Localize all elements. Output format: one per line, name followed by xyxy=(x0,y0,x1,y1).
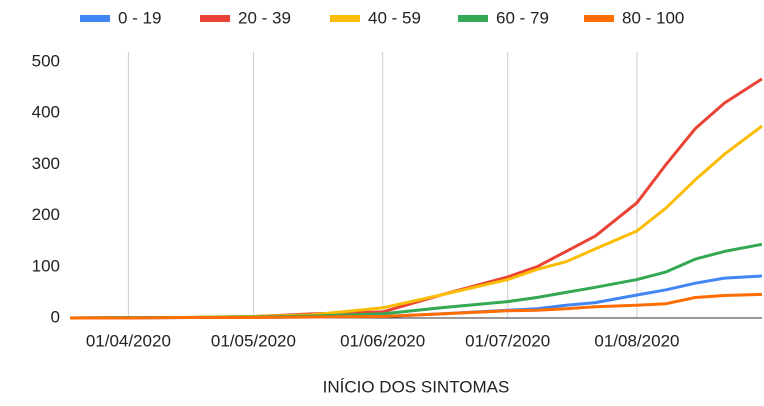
x-tick-label: 01/07/2020 xyxy=(465,331,550,350)
legend-label: 40 - 59 xyxy=(368,8,421,27)
y-tick-label: 100 xyxy=(32,256,60,275)
legend-label: 0 - 19 xyxy=(118,8,161,27)
y-tick-label: 400 xyxy=(32,103,60,122)
legend-swatch xyxy=(458,15,488,22)
legend-label: 80 - 100 xyxy=(622,8,684,27)
legend-label: 60 - 79 xyxy=(496,8,549,27)
y-tick-label: 300 xyxy=(32,154,60,173)
y-tick-label: 200 xyxy=(32,205,60,224)
x-tick-label: 01/04/2020 xyxy=(86,331,171,350)
y-tick-label: 500 xyxy=(32,51,60,70)
legend-swatch xyxy=(200,15,230,22)
legend-swatch xyxy=(584,15,614,22)
series-line xyxy=(69,242,763,320)
legend-label: 20 - 39 xyxy=(238,8,291,27)
x-tick-label: 01/08/2020 xyxy=(594,331,679,350)
legend-swatch xyxy=(330,15,360,22)
y-tick-label: 0 xyxy=(51,307,60,326)
series-line xyxy=(70,292,763,320)
x-tick-label: 01/05/2020 xyxy=(211,331,296,350)
x-axis-label: INÍCIO DOS SINTOMAS xyxy=(323,377,510,396)
series-line xyxy=(69,124,763,320)
x-tick-label: 01/06/2020 xyxy=(340,331,425,350)
legend-swatch xyxy=(80,15,110,22)
series-line xyxy=(69,77,763,320)
